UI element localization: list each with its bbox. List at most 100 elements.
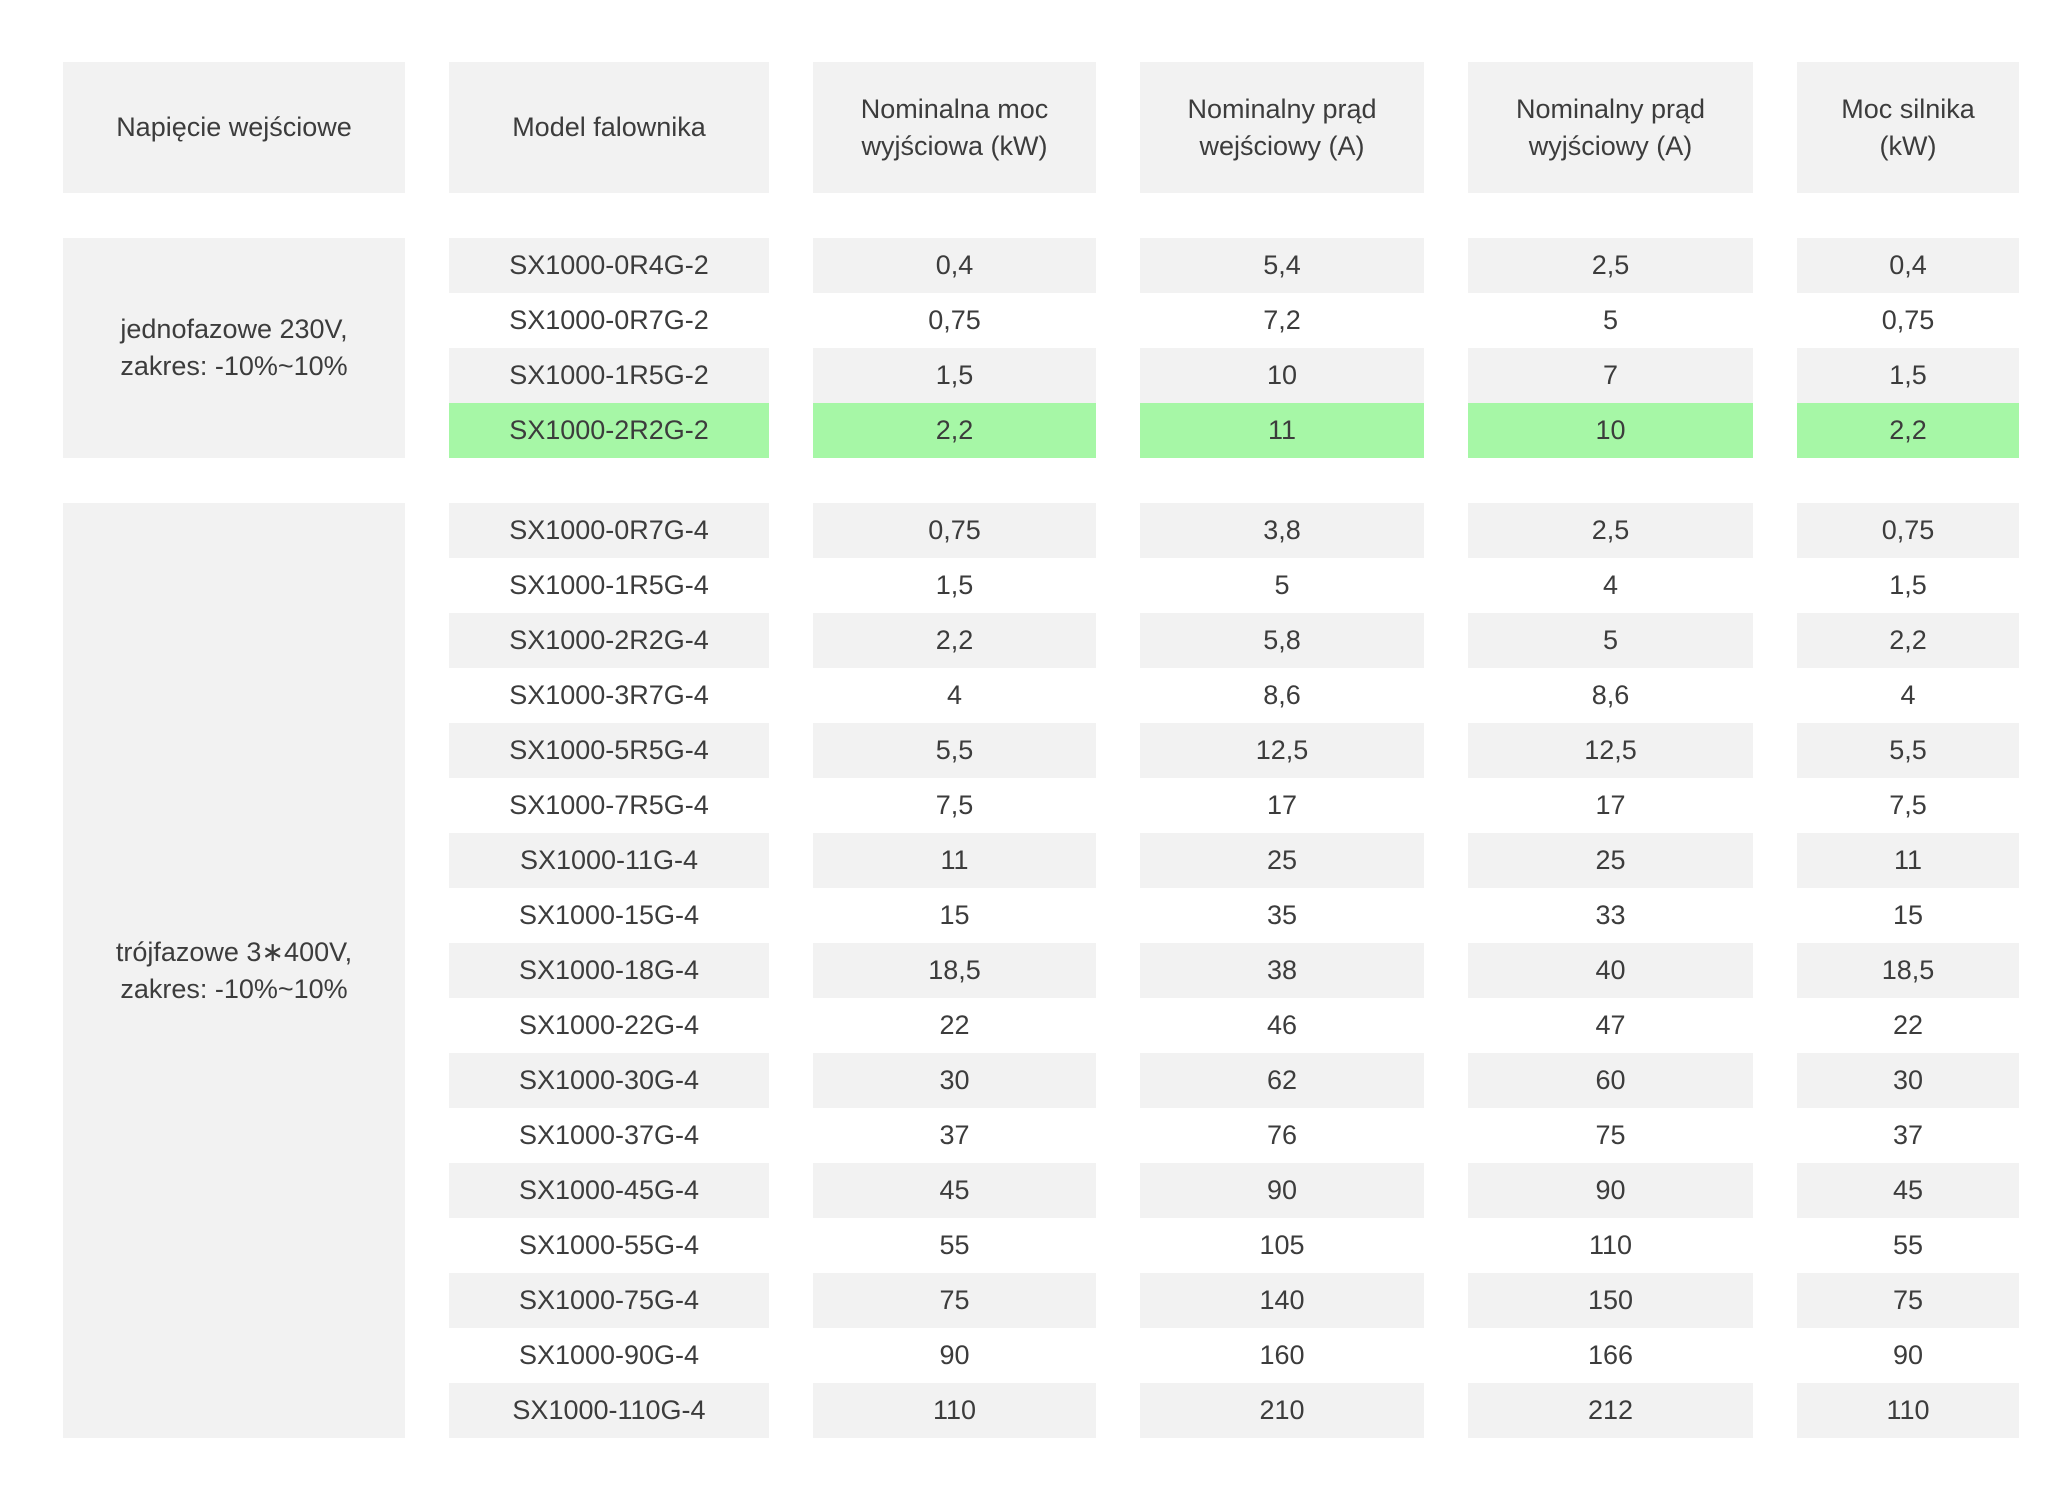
- table-row: SX1000-1R5G-4 1,5 5 4 1,5: [63, 558, 2019, 613]
- value-cell: 5,5: [1797, 723, 2019, 778]
- table-row: SX1000-75G-4 75 140 150 75: [63, 1273, 2019, 1328]
- column-header-1: Napięcie wejściowe: [63, 62, 405, 193]
- value-cell: 8,6: [1263, 680, 1301, 710]
- model-cell: SX1000-22G-4: [518, 1010, 700, 1040]
- value-cell: 0,75: [1881, 305, 1935, 335]
- column-header-line: Moc silnika: [1841, 93, 1975, 124]
- value-cell: 55: [1892, 1230, 1924, 1260]
- value-cell: 90: [1892, 1340, 1924, 1370]
- value-cell: 11: [813, 833, 1096, 888]
- value-cell: 15: [939, 900, 970, 930]
- value-cell: 0,75: [1797, 503, 2019, 558]
- value-cell: 38: [1140, 943, 1424, 998]
- column-header-5: Nominalny prąd wyjściowy (A): [1468, 62, 1753, 193]
- value-cell: 37: [939, 1120, 970, 1150]
- table-row: SX1000-18G-4 18,5 38 40 18,5: [63, 943, 2019, 998]
- table-row: SX1000-1R5G-2 1,5 10 7 1,5: [63, 348, 2019, 403]
- voltage-group-cell: trójfazowe 3∗400V, zakres: -10%~10%: [63, 503, 405, 1438]
- inverter-spec-page: Napięcie wejściowe Model falownika Nominal…: [19, 62, 2063, 1438]
- value-cell: 18,5: [813, 943, 1096, 998]
- value-cell: 2,2: [813, 403, 1096, 458]
- value-cell: 7,5: [1889, 790, 1927, 820]
- value-cell: 30: [1797, 1053, 2019, 1108]
- model-cell: SX1000-0R4G-2: [449, 238, 769, 293]
- value-cell: 45: [1797, 1163, 2019, 1218]
- value-cell: 2,5: [1468, 238, 1753, 293]
- value-cell: 0,75: [928, 305, 981, 335]
- column-header-line: Nominalny prąd: [1515, 93, 1706, 124]
- model-cell: SX1000-5R5G-4: [449, 723, 769, 778]
- value-cell: 3,8: [1140, 503, 1424, 558]
- value-cell: 160: [1259, 1340, 1305, 1370]
- value-cell: 110: [813, 1383, 1096, 1438]
- value-cell: 90: [1140, 1163, 1424, 1218]
- value-cell: 1,5: [1797, 348, 2019, 403]
- table-row: SX1000-5R5G-4 5,5 12,5 12,5 5,5: [63, 723, 2019, 778]
- voltage-line: zakres: -10%~10%: [120, 351, 348, 381]
- model-cell: SX1000-90G-4: [518, 1340, 700, 1370]
- value-cell: 22: [939, 1010, 970, 1040]
- value-cell: 1,5: [935, 570, 974, 600]
- inverter-spec-table: Napięcie wejściowe Model falownika Nominal…: [19, 62, 2063, 1438]
- model-cell: SX1000-15G-4: [518, 900, 700, 930]
- table-row: SX1000-55G-4 55 105 110 55: [63, 1218, 2019, 1273]
- value-cell: 62: [1140, 1053, 1424, 1108]
- value-cell: 17: [1266, 790, 1298, 820]
- header-row: Napięcie wejściowe Model falownika Nominal…: [63, 62, 2019, 193]
- model-cell: SX1000-2R2G-4: [449, 613, 769, 668]
- column-header-line: Nominalna moc: [860, 93, 1049, 124]
- value-cell: 105: [1259, 1230, 1305, 1260]
- value-cell: 75: [813, 1273, 1096, 1328]
- model-cell: SX1000-11G-4: [449, 833, 769, 888]
- value-cell: 37: [1892, 1120, 1924, 1150]
- value-cell: 90: [1468, 1163, 1753, 1218]
- value-cell: 4: [946, 680, 963, 710]
- table-row: jednofazowe 230V, zakres: -10%~10% SX1000-…: [63, 238, 2019, 458]
- value-cell: 15: [1892, 900, 1924, 930]
- model-cell: SX1000-7R5G-4: [509, 790, 709, 820]
- value-cell: 2,2: [813, 613, 1096, 668]
- value-cell: 46: [1266, 1010, 1298, 1040]
- value-cell: 8,6: [1591, 680, 1630, 710]
- value-cell: 60: [1468, 1053, 1753, 1108]
- value-cell: 33: [1595, 900, 1626, 930]
- table-row: SX1000-2R2G-2 2,2 11 10 2,2: [63, 403, 2019, 458]
- value-cell: 18,5: [1797, 943, 2019, 998]
- column-header-3: Nominalna moc wyjściowa (kW): [813, 62, 1096, 193]
- value-cell: 150: [1468, 1273, 1753, 1328]
- value-cell: 2,5: [1468, 503, 1753, 558]
- model-cell: SX1000-3R7G-4: [509, 680, 709, 710]
- value-cell: 75: [1797, 1273, 2019, 1328]
- model-cell: SX1000-45G-4: [449, 1163, 769, 1218]
- spacer-cell: [63, 193, 2019, 238]
- model-cell: SX1000-2R2G-2: [449, 403, 769, 458]
- column-header-4: Nominalny prąd wejściowy (A): [1140, 62, 1424, 193]
- value-cell: 4: [1900, 680, 1916, 710]
- voltage-line: jednofazowe 230V,: [120, 314, 348, 344]
- value-cell: 40: [1468, 943, 1753, 998]
- value-cell: 17: [1595, 790, 1626, 820]
- value-cell: 0,4: [1797, 238, 2019, 293]
- value-cell: 7: [1468, 348, 1753, 403]
- spacer-row: [63, 193, 2019, 238]
- column-header-line: Nominalny prąd: [1187, 93, 1377, 124]
- value-cell: 5: [1468, 613, 1753, 668]
- column-header-6: Moc silnika (kW): [1797, 62, 2019, 193]
- table-row: SX1000-37G-4 37 76 75 37: [63, 1108, 2019, 1163]
- column-header-line: wyjściowy (A): [1528, 130, 1693, 161]
- value-cell: 30: [813, 1053, 1096, 1108]
- value-cell: 35: [1266, 900, 1298, 930]
- value-cell: 5: [1274, 570, 1290, 600]
- value-cell: 10: [1468, 403, 1753, 458]
- model-cell: SX1000-1R5G-2: [449, 348, 769, 403]
- value-cell: 210: [1140, 1383, 1424, 1438]
- value-cell: 1,5: [1889, 570, 1927, 600]
- value-cell: 7,5: [935, 790, 974, 820]
- column-header-line: Model falownika: [512, 112, 706, 142]
- model-cell: SX1000-37G-4: [518, 1120, 700, 1150]
- value-cell: 25: [1468, 833, 1753, 888]
- table-row: SX1000-30G-4 30 62 60 30: [63, 1053, 2019, 1108]
- table-row: SX1000-0R7G-2 0,75 7,2 5 0,75: [63, 293, 2019, 348]
- voltage-line: zakres: -10%~10%: [120, 973, 348, 1004]
- column-header-line: (kW): [1879, 130, 1937, 161]
